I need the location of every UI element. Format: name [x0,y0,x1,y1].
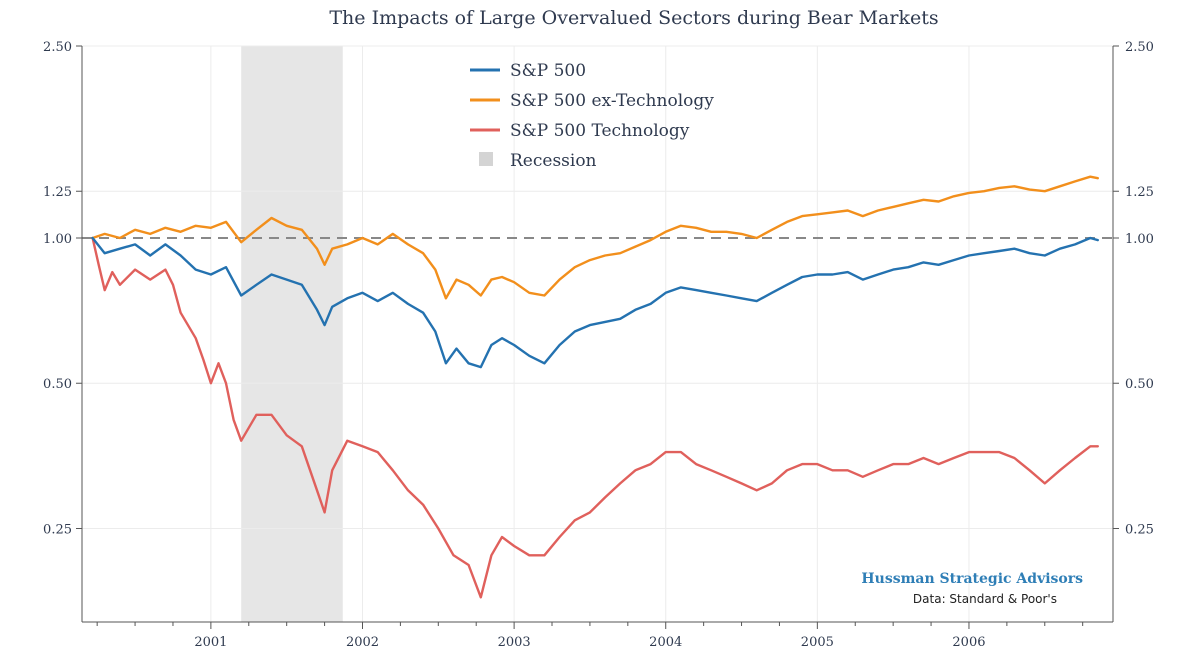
y-tick-label-left: 2.50 [43,40,72,55]
legend-label: Recession [510,151,597,171]
recession-band-layer [241,46,343,622]
y-tick-label-right: 0.25 [1125,522,1154,537]
y-tick-label-left: 0.50 [43,377,72,392]
legend-label: S&P 500 Technology [510,121,690,141]
x-tick-label: 2002 [346,635,379,650]
series-layer [91,175,1099,599]
series-line-sp-500-ex-technology [91,175,1099,300]
x-tick-label: 2005 [801,635,834,650]
y-tick-label-left: 0.25 [43,522,72,537]
y-tick-label-right: 1.00 [1125,232,1154,247]
x-tick-label: 2001 [194,635,227,650]
x-tick-label: 2003 [498,635,531,650]
recession-band [241,46,343,622]
legend: S&P 500 S&P 500 ex-Technology S&P 500 Tech… [470,61,714,171]
x-tick-label: 2004 [649,635,682,650]
legend-label: S&P 500 ex-Technology [510,91,714,111]
axes: 2.50 2.50 1.25 1.25 1.00 1.00 0.50 0.50 0.25 0.25… [43,40,1154,650]
legend-label: S&P 500 [510,61,586,81]
y-tick-label-right: 1.25 [1125,185,1154,200]
y-tick-label-right: 0.50 [1125,377,1154,392]
y-tick-label-right: 2.50 [1125,40,1154,55]
y-tick-label-left: 1.25 [43,185,72,200]
series-line-sp-500-technology [91,236,1099,599]
credit-source: Data: Standard & Poor's [913,592,1057,606]
chart-title: The Impacts of Large Overvalued Sectors … [329,7,938,29]
gridlines [82,45,1113,622]
y-tick-label-left: 1.00 [43,232,72,247]
legend-swatch-box [479,152,493,166]
series-line-sp-500 [91,236,1099,369]
x-tick-label: 2006 [952,635,985,650]
credit-brand: Hussman Strategic Advisors [861,571,1083,587]
